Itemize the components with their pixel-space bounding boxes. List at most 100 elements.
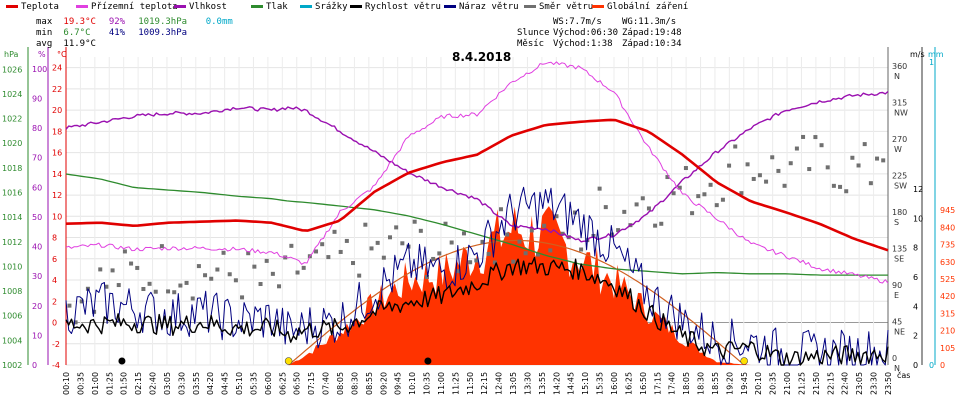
x-tick-label: 04:20 xyxy=(206,372,215,395)
wind-speed-tick-label: 4 xyxy=(913,302,918,311)
wind-direction-point xyxy=(418,228,423,233)
astro-moon-rise: Východ:1:38 xyxy=(553,39,613,49)
x-tick-label: 08:55 xyxy=(365,372,374,395)
direction-tick-label: 180 xyxy=(892,208,907,217)
direction-tick-label: SE xyxy=(894,255,904,264)
wind-direction-point xyxy=(431,256,436,261)
legend-item: Globální záření xyxy=(592,2,688,12)
wind-gust-line xyxy=(65,186,889,366)
x-tick-label: 23:05 xyxy=(855,372,864,395)
x-tick-label: 19:20 xyxy=(725,372,734,395)
wind-direction-point xyxy=(646,206,651,211)
radiation-tick-label: 840 xyxy=(940,223,955,232)
wind-direction-point xyxy=(104,284,109,289)
astro-markers xyxy=(118,357,748,365)
x-tick-label: 13:30 xyxy=(523,372,532,395)
wind-speed-tick-label: 2 xyxy=(913,332,918,341)
wind-direction-point xyxy=(166,289,171,294)
humidity-tick-label: 60 xyxy=(32,183,42,192)
temperature-tick-label: -2 xyxy=(52,340,60,349)
x-tick-label: 23:50 xyxy=(884,372,893,395)
radiation-tick-label: 105 xyxy=(940,344,955,353)
radiation-tick-label: 420 xyxy=(940,292,955,301)
pressure-tick-label: 1020 xyxy=(2,139,22,148)
pressure-tick-label: 1010 xyxy=(2,262,22,271)
x-tick-label: 03:05 xyxy=(163,372,172,395)
temperature-tick-label: 6 xyxy=(52,255,57,264)
astro-ws: WS:7.7m/s xyxy=(553,17,602,27)
wind-direction-point xyxy=(764,179,769,184)
wind-direction-point xyxy=(400,241,405,246)
left-axes: hPa% °C1002100410061008101010121014101610… xyxy=(2,47,67,370)
wind-direction-point xyxy=(178,283,183,288)
wind-direction-point xyxy=(603,205,608,210)
pressure-tick-label: 1002 xyxy=(2,361,22,370)
legend-label: Tlak xyxy=(266,2,288,12)
astro-wg: WG:11.3m/s xyxy=(622,17,677,27)
temperature-tick-label: 12 xyxy=(52,191,62,200)
x-tick-label: 18:05 xyxy=(682,372,691,395)
right-axes: m/s mm0N45NE90E135SE180S225SW270W315NW360… xyxy=(887,47,955,373)
wind-direction-point xyxy=(461,231,466,236)
astro-sun-set: Západ:19:48 xyxy=(622,28,682,38)
wind-direction-point xyxy=(301,265,306,270)
legend-swatch xyxy=(444,5,456,8)
legend-label: Směr větru xyxy=(539,2,594,12)
temperature-tick-label: 8 xyxy=(52,234,57,243)
radiation-tick-label: 315 xyxy=(940,309,955,318)
wind-direction-point xyxy=(844,189,849,194)
x-tick-label: 22:40 xyxy=(841,372,850,395)
temperature-tick-label: 0 xyxy=(52,319,57,328)
wind-direction-point xyxy=(665,175,670,180)
astro-sun-label: Slunce xyxy=(517,28,550,38)
temperature-tick-label: 20 xyxy=(52,106,62,115)
wind-direction-point xyxy=(875,156,880,161)
wind-direction-point xyxy=(782,183,787,188)
x-tick-label: 10:10 xyxy=(408,372,417,395)
wind-direction-point xyxy=(850,155,855,160)
wind-direction-point xyxy=(172,290,177,295)
temperature-tick-label: 14 xyxy=(52,170,62,179)
legend-swatch xyxy=(251,5,263,8)
sunset-marker xyxy=(740,357,748,365)
stats-avg-label: avg xyxy=(36,39,53,49)
x-tick-label: 00:35 xyxy=(76,372,85,395)
x-tick-label: 06:00 xyxy=(264,372,273,395)
wind-direction-point xyxy=(757,173,762,178)
temperature-tick-label: -4 xyxy=(52,361,60,370)
stats-max-row: max 19.3°C 92% 1019.3hPa 0.0mm xyxy=(36,17,233,27)
x-tick-label: 13:05 xyxy=(509,372,518,395)
wind-direction-point xyxy=(332,229,337,234)
wind-direction-point xyxy=(443,221,448,226)
wind-direction-point xyxy=(381,255,386,260)
legend-item: Vlhkost xyxy=(174,2,227,12)
x-tick-label: 23:30 xyxy=(870,372,879,395)
wind-speed-axis-label: m/s xyxy=(910,50,925,59)
wind-direction-point xyxy=(856,163,861,168)
direction-tick-label: NE xyxy=(894,328,905,337)
wind-direction-point xyxy=(110,268,115,273)
wind-direction-point xyxy=(622,209,627,214)
moonrise-marker xyxy=(118,357,126,365)
humidity-axis-label: % xyxy=(38,50,46,59)
x-tick-label: 15:10 xyxy=(581,372,590,395)
legend-item: Přízemní teplota xyxy=(76,2,178,12)
wind-direction-point xyxy=(492,260,497,265)
pressure-tick-label: 1014 xyxy=(2,213,22,222)
direction-tick-label: 315 xyxy=(892,99,907,108)
wind-direction-point xyxy=(196,264,201,269)
wind-direction-point xyxy=(79,299,84,304)
wind-direction-point xyxy=(554,214,559,219)
x-tick-label: 01:25 xyxy=(105,372,114,395)
wind-direction-point xyxy=(468,260,473,265)
x-tick-label: 16:00 xyxy=(610,372,619,395)
wind-speed-tick-label: 0 xyxy=(913,361,918,370)
x-tick-label: 04:45 xyxy=(221,372,230,395)
pressure-line xyxy=(65,173,888,276)
wind-direction-point xyxy=(486,251,491,256)
wind-direction-point xyxy=(351,261,356,266)
wind-direction-point xyxy=(825,165,830,170)
wind-direction-point xyxy=(739,191,744,196)
x-tick-label: 05:10 xyxy=(235,372,244,395)
